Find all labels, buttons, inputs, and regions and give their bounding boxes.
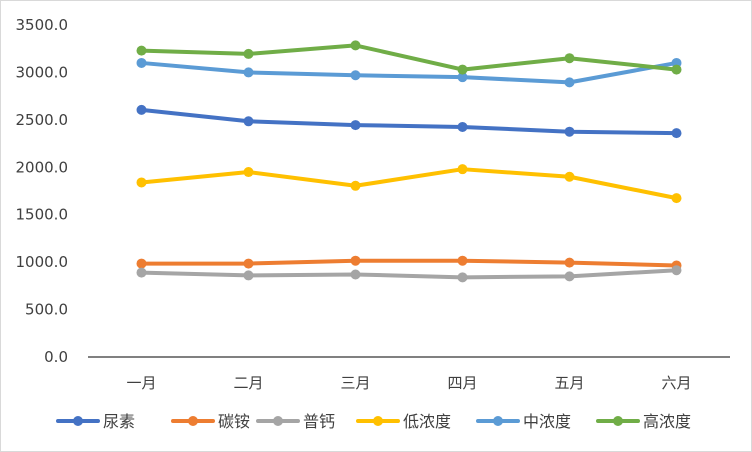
data-point — [671, 128, 682, 139]
legend-item: 中浓度 — [476, 412, 571, 431]
series-line — [139, 107, 679, 136]
data-point — [350, 40, 361, 51]
y-tick-label: 0.0 — [44, 348, 68, 366]
data-point — [350, 269, 361, 280]
series-5 — [136, 40, 682, 75]
data-point — [564, 126, 575, 137]
y-tick-label: 3500.0 — [16, 16, 69, 34]
data-point — [243, 167, 254, 178]
y-tick-label: 3000.0 — [16, 63, 69, 81]
series-3 — [136, 164, 682, 204]
x-tick-label: 一月 — [126, 374, 156, 392]
series-line — [139, 167, 679, 201]
series-2 — [136, 265, 682, 283]
legend-item: 低浓度 — [356, 412, 451, 431]
y-tick-label: 1500.0 — [16, 206, 69, 224]
data-point — [243, 48, 254, 59]
legend-marker — [493, 416, 503, 426]
data-point — [457, 255, 468, 266]
legend-label: 尿素 — [103, 412, 135, 431]
x-tick-label: 六月 — [661, 374, 691, 392]
data-point — [564, 271, 575, 282]
legend-label: 低浓度 — [403, 412, 451, 431]
legend-marker — [613, 416, 623, 426]
data-point — [243, 67, 254, 78]
legend-marker — [373, 416, 383, 426]
data-point — [136, 267, 147, 278]
x-axis: 一月 二月 三月 四月 五月 六月 — [88, 356, 730, 392]
y-axis: 0.0 500.0 1000.0 1500.0 2000.0 2500.0 3000.0 35… — [16, 16, 69, 366]
y-tick-label: 2000.0 — [16, 158, 69, 176]
series-line — [139, 268, 679, 280]
data-point — [457, 72, 468, 83]
data-point — [136, 104, 147, 115]
data-point — [350, 120, 361, 131]
x-tick-label: 二月 — [233, 374, 263, 392]
data-point — [136, 45, 147, 56]
data-point — [457, 64, 468, 75]
data-point — [564, 257, 575, 268]
legend-item: 普钙 — [256, 412, 335, 431]
data-point — [136, 258, 147, 269]
y-tick-label: 2500.0 — [16, 111, 69, 129]
series-line — [139, 258, 679, 268]
data-point — [457, 121, 468, 132]
data-point — [136, 57, 147, 68]
legend-item: 尿素 — [56, 412, 135, 431]
data-point — [243, 270, 254, 281]
legend-marker — [188, 416, 198, 426]
series-line — [139, 43, 679, 72]
legend-item: 高浓度 — [596, 412, 691, 431]
data-point — [564, 77, 575, 88]
legend: 尿素 碳铵 普钙 低浓度 中浓度 高浓度 — [56, 412, 691, 431]
legend-marker — [73, 416, 83, 426]
data-point — [564, 171, 575, 182]
x-tick-label: 三月 — [340, 374, 370, 392]
data-point — [671, 193, 682, 204]
data-point — [243, 258, 254, 269]
y-tick-label: 1000.0 — [16, 253, 69, 271]
data-point — [671, 265, 682, 276]
data-point — [564, 53, 575, 64]
x-tick-label: 五月 — [554, 374, 584, 392]
x-tick-label: 四月 — [447, 374, 477, 392]
legend-label: 中浓度 — [523, 412, 571, 431]
series-0 — [136, 104, 682, 139]
data-point — [350, 255, 361, 266]
plot-area — [136, 40, 682, 283]
data-point — [350, 180, 361, 191]
data-point — [457, 164, 468, 175]
data-point — [671, 64, 682, 75]
legend-marker — [273, 416, 283, 426]
legend-item: 碳铵 — [171, 412, 250, 431]
legend-label: 碳铵 — [218, 412, 250, 431]
data-point — [243, 116, 254, 127]
y-tick-label: 500.0 — [25, 301, 68, 319]
data-point — [350, 70, 361, 81]
legend-label: 高浓度 — [643, 412, 691, 431]
data-point — [136, 177, 147, 188]
legend-label: 普钙 — [303, 412, 335, 431]
series-line — [139, 60, 679, 85]
data-point — [457, 272, 468, 283]
